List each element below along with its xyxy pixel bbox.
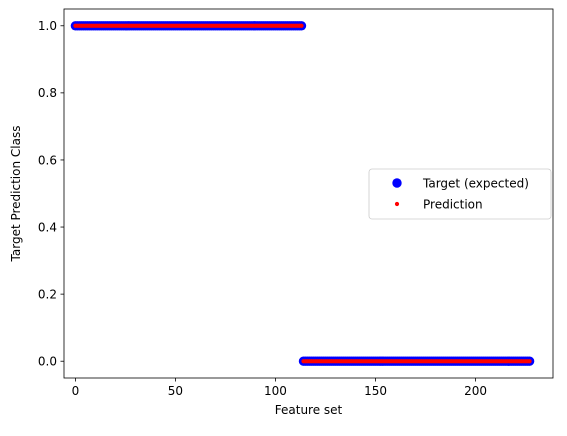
y-tick-label: 1.0 [38,19,57,33]
x-tick-label: 0 [72,384,80,398]
y-tick-label: 0.2 [38,287,57,301]
y-tick-label: 0.4 [38,220,57,234]
legend-marker-target [392,178,402,188]
marks-layer [70,21,535,366]
y-tick-label: 0.8 [38,86,57,100]
legend-label-prediction: Prediction [423,198,483,212]
y-axis-label: Target Prediction Class [9,126,23,263]
legend-label-target: Target (expected) [422,177,529,191]
x-axis-label: Feature set [275,403,343,417]
x-tick-label: 100 [264,384,287,398]
x-tick-label: 200 [464,384,487,398]
prediction-point [299,23,304,28]
legend: Target (expected) Prediction [368,168,552,220]
x-tick-label: 150 [364,384,387,398]
plot-frame [63,8,554,379]
legend-box [368,168,552,220]
y-tick-label: 0.6 [38,153,57,167]
y-axis: 0.0 0.2 0.4 0.6 0.8 1.0 [38,19,64,369]
x-axis: 0 50 100 150 200 [72,378,487,398]
legend-marker-prediction [394,201,400,207]
y-tick-label: 0.0 [38,355,57,369]
prediction-point [527,359,532,364]
x-tick-label: 50 [168,384,183,398]
